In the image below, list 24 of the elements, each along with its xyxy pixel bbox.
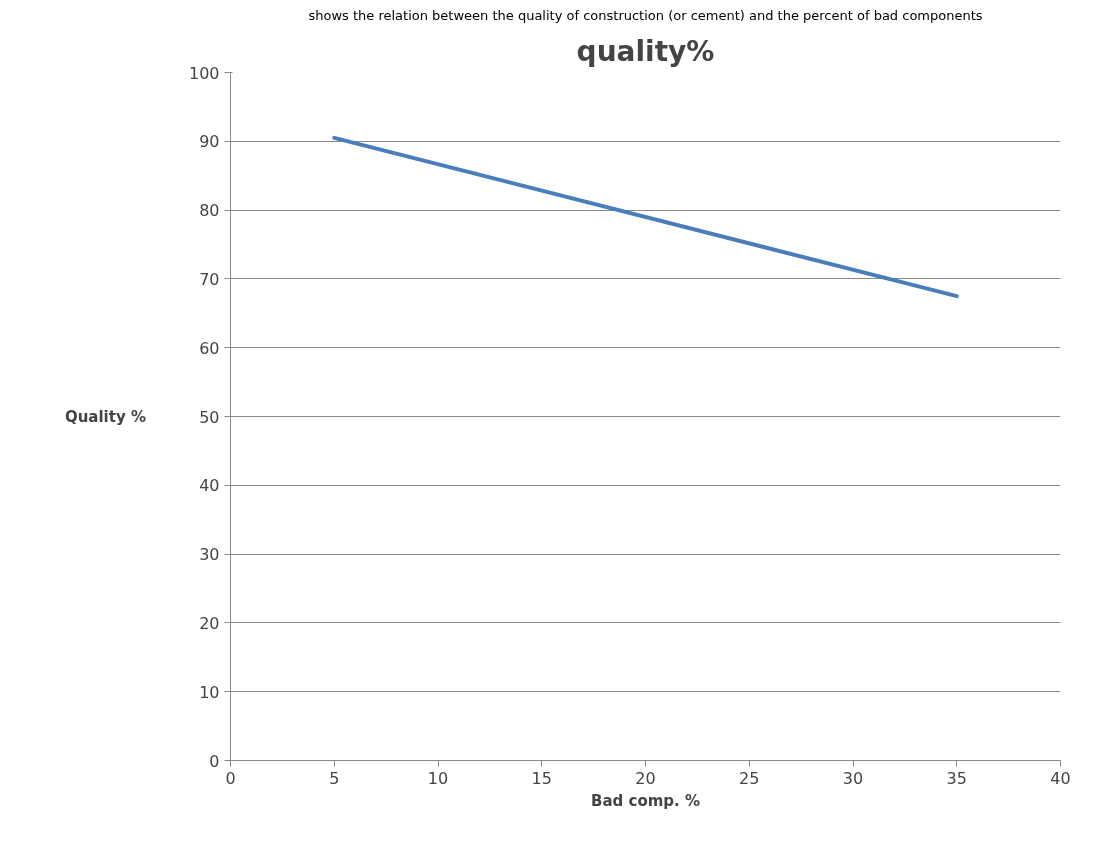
- y-tick-label: 40: [199, 476, 220, 496]
- x-tick-label: 20: [635, 768, 656, 788]
- y-tick-label: 80: [199, 201, 220, 221]
- y-tick-label: 30: [199, 545, 220, 565]
- x-tick-label: 15: [531, 768, 552, 788]
- y-tick-label: 90: [199, 132, 220, 152]
- x-tick-label: 30: [842, 768, 864, 788]
- y-tick-label: 10: [199, 682, 220, 702]
- y-tick-label: 60: [199, 338, 220, 358]
- x-tick-label: 35: [946, 768, 967, 788]
- x-tick-label: 10: [427, 768, 449, 788]
- y-tick-label: 70: [199, 269, 220, 289]
- x-tick-label: 25: [739, 768, 760, 788]
- text: shows the relation between the quality of construction (or cement) and the percent of bad components: [308, 7, 983, 23]
- x-tick-label: 40: [1050, 768, 1071, 788]
- y-tick-label: 20: [199, 613, 220, 633]
- x-axis-title: Bad comp. %: [590, 791, 701, 810]
- y-axis-title: Quality %: [64, 407, 146, 426]
- chart-title: quality%: [576, 34, 715, 68]
- y-tick-label: 0: [209, 751, 220, 771]
- x-tick-label: 5: [329, 768, 340, 788]
- y-tick-label: 50: [199, 407, 220, 427]
- x-tick-label: 0: [225, 768, 236, 788]
- y-tick-label: 100: [188, 63, 220, 83]
